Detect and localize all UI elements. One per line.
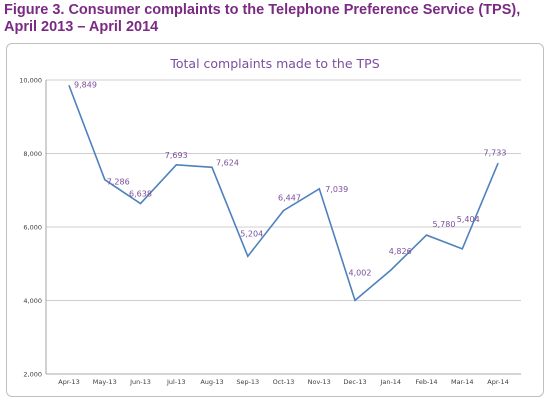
y-tick-label: 6,000 xyxy=(23,224,42,232)
x-tick-label: Aug-13 xyxy=(200,378,223,386)
y-tick-label: 10,000 xyxy=(19,77,42,85)
data-point xyxy=(497,162,499,164)
y-tick-label: 2,000 xyxy=(23,371,42,379)
x-tick-label: Jun-13 xyxy=(129,378,151,386)
x-tick-label: May-13 xyxy=(93,378,117,386)
data-point xyxy=(390,269,392,271)
x-tick-label: Jan-14 xyxy=(379,378,401,386)
data-point xyxy=(283,210,284,212)
data-label: 5,404 xyxy=(457,215,480,224)
x-tick-label: Feb-14 xyxy=(415,378,437,386)
data-label: 7,733 xyxy=(484,148,507,157)
figure-title: Figure 3. Consumer complaints to the Tel… xyxy=(4,2,521,35)
data-point xyxy=(104,179,106,181)
data-label: 6,447 xyxy=(278,194,301,203)
data-label: 7,693 xyxy=(165,151,188,160)
data-point xyxy=(426,234,427,236)
x-tick-label: Nov-13 xyxy=(308,378,331,386)
y-tick-labels: 2,000 4,000 6,000 8,000 10,000 xyxy=(19,77,42,379)
data-label: 6,638 xyxy=(129,190,152,199)
data-label: 7,286 xyxy=(107,178,130,187)
y-tick-label: 8,000 xyxy=(23,150,42,158)
data-point xyxy=(175,164,177,166)
data-point xyxy=(318,188,320,190)
chart-title: Total complaints made to the TPS xyxy=(169,56,379,71)
data-label: 4,826 xyxy=(389,247,412,256)
gridlines xyxy=(46,79,521,301)
x-tick-label: Oct-13 xyxy=(273,378,295,386)
x-tick-label: Mar-14 xyxy=(451,378,473,386)
chart-frame xyxy=(6,43,544,397)
data-point xyxy=(461,248,463,250)
data-point xyxy=(140,203,141,205)
data-label: 7,624 xyxy=(216,158,239,167)
x-tick-label: Sep-13 xyxy=(236,378,259,386)
axes xyxy=(45,80,521,375)
y-tick-label: 4,000 xyxy=(23,297,42,305)
series-line-layer xyxy=(68,85,499,302)
data-label: 4,002 xyxy=(349,268,372,277)
x-tick-label: Apr-14 xyxy=(487,378,508,386)
x-tick-label: Jul-13 xyxy=(166,378,185,386)
data-point xyxy=(354,299,356,301)
data-label: 5,204 xyxy=(240,229,263,238)
x-tick-labels: Apr-13 May-13 Jun-13 Jul-13 Aug-13 Sep-13 Oct-… xyxy=(58,378,508,386)
data-point xyxy=(211,166,213,168)
x-tick-label: Apr-13 xyxy=(58,378,79,386)
data-label: 9,849 xyxy=(74,81,97,90)
x-tick-label: Dec-13 xyxy=(343,378,366,386)
data-point xyxy=(68,85,70,87)
data-label: 5,780 xyxy=(433,220,456,229)
data-point xyxy=(247,255,249,257)
data-label: 7,039 xyxy=(325,185,348,194)
data-labels: 9,849 7,286 6,638 7,693 7,624 5,204 6,447 7,039… xyxy=(74,81,506,278)
